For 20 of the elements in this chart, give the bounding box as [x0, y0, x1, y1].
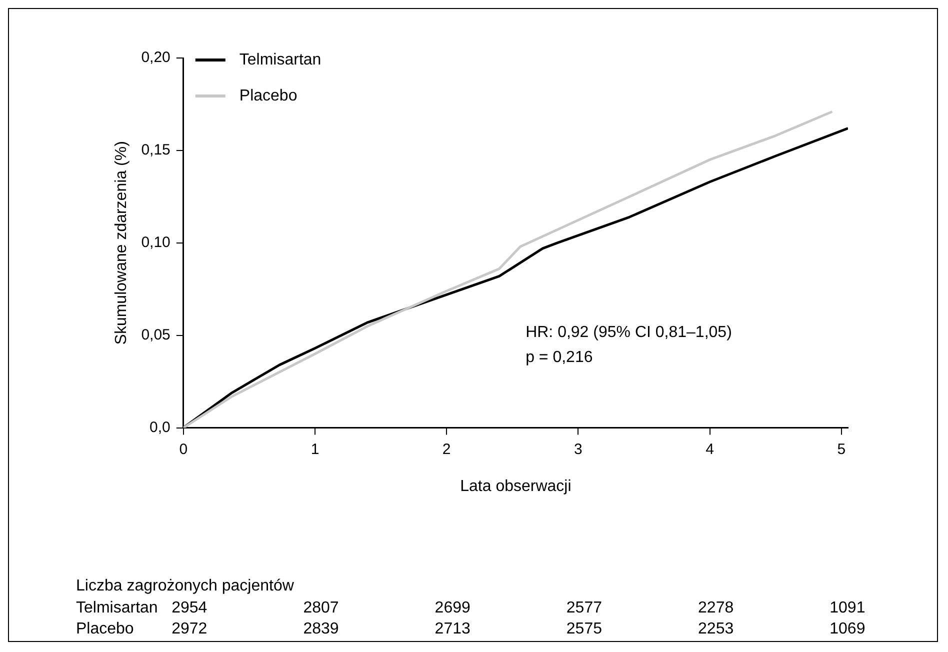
text: Placebo 2972 2839 2713 2575 2253 1069: [76, 620, 866, 638]
x-tick-label: 5: [837, 440, 846, 458]
annotation: p = 0,216: [526, 349, 593, 366]
y-axis-title: Skumulowane zdarzenia (%): [113, 141, 130, 345]
x-tick-label: 1: [310, 440, 320, 458]
y-tick-label: 0,0: [150, 418, 170, 436]
text: Liczba zagrożonych pacjentów: [76, 577, 294, 594]
x-tick-label: 2: [442, 440, 451, 458]
annotation: HR: 0,92 (95% CI 0,81–1,05): [526, 324, 732, 342]
text: Telmisartan 2954 2807 2699 2577 2278 1091: [76, 599, 866, 616]
y-tick-label: 0,15: [141, 142, 170, 159]
x-tick-label: 4: [706, 440, 714, 458]
legend-label: Telmisartan: [239, 51, 322, 68]
x-tick-label: 0: [179, 440, 188, 458]
x-tick-label: 3: [574, 440, 582, 458]
x-axis-title: Lata obserwacji: [460, 478, 572, 495]
legend-label: Placebo: [239, 87, 298, 104]
y-tick-label: 0,20: [141, 49, 170, 66]
y-tick-label: 0,10: [141, 234, 170, 252]
y-tick-label: 0,05: [141, 326, 170, 344]
